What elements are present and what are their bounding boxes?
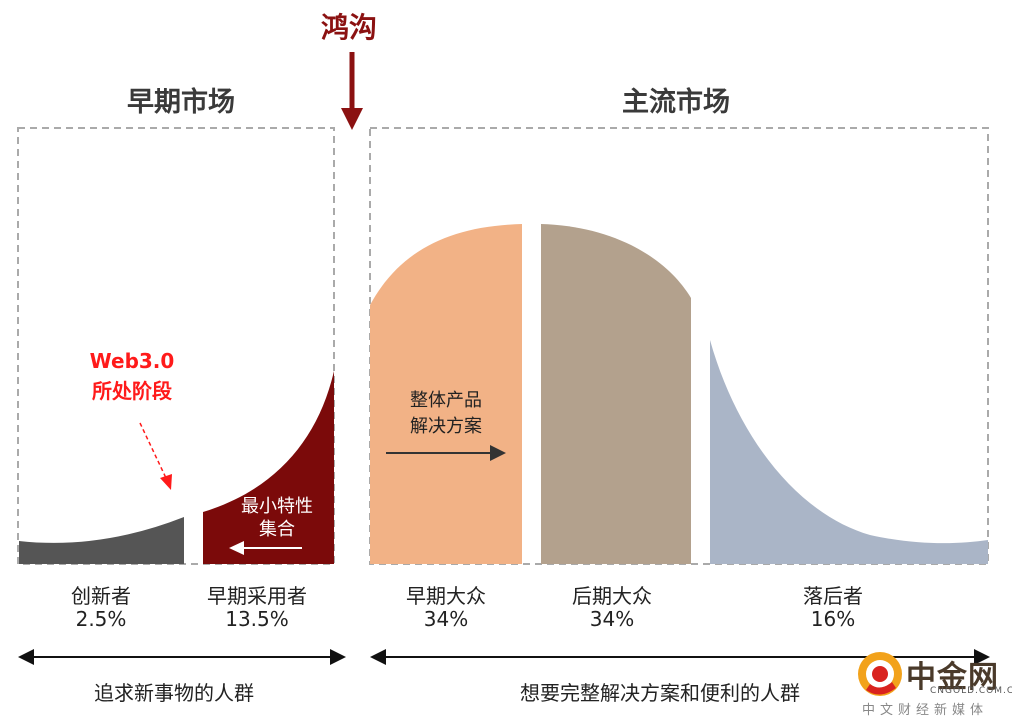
segment-name-innovators: 创新者 bbox=[71, 584, 131, 608]
segment-percent-innovators: 2.5% bbox=[75, 607, 127, 631]
logo-name: 中金网 bbox=[906, 660, 999, 695]
left-range-head-right bbox=[330, 649, 346, 665]
whole-product-line2: 解决方案 bbox=[410, 416, 482, 437]
early-majority-area bbox=[370, 224, 522, 564]
segment-percent-early-adopters: 13.5% bbox=[225, 607, 289, 631]
segment-percent-early-majority: 34% bbox=[423, 607, 469, 631]
logo-domain: CNGOLD.COM.CN bbox=[930, 686, 1012, 696]
segment-percent-laggards: 16% bbox=[810, 607, 856, 631]
logo-tagline: 中文财经新媒体 bbox=[862, 703, 989, 718]
segment-percent-late-majority: 34% bbox=[589, 607, 635, 631]
web3-label: Web3.0 bbox=[89, 349, 175, 373]
web3-pointer-head bbox=[160, 474, 172, 490]
right-range-head-left bbox=[370, 649, 386, 665]
right-range-head-right bbox=[974, 649, 990, 665]
web3-stage-annotation: Web3.0 所处阶段 bbox=[90, 346, 175, 406]
whole-product-arrow-head bbox=[490, 445, 506, 461]
whole-product-line1: 整体产品 bbox=[410, 390, 482, 411]
laggards-area bbox=[710, 340, 988, 564]
late-majority-area bbox=[541, 224, 691, 564]
chasm-label: 鸿沟 bbox=[320, 11, 378, 44]
innovators-area bbox=[19, 517, 184, 564]
bottom-label-early: 追求新事物的人群 bbox=[94, 681, 254, 705]
web3-pointer-line bbox=[139, 422, 167, 479]
cngold-logo-icon bbox=[858, 652, 902, 696]
early-adopters-area bbox=[203, 371, 334, 564]
segment-name-early-majority: 早期大众 bbox=[406, 584, 486, 608]
mfs-line2: 集合 bbox=[259, 519, 295, 540]
bottom-label-mainstream: 想要完整解决方案和便利的人群 bbox=[520, 681, 800, 705]
mfs-arrow-head bbox=[229, 541, 244, 555]
segment-name-early-adopters: 早期采用者 bbox=[207, 584, 307, 608]
early-market-box bbox=[17, 127, 335, 565]
early-market-title: 早期市场 bbox=[127, 87, 235, 118]
segment-name-late-majority: 后期大众 bbox=[572, 584, 652, 608]
minimum-feature-set-label: 最小特性 集合 bbox=[241, 495, 313, 541]
segment-name-laggards: 落后者 bbox=[803, 584, 863, 608]
chasm-arrow-head bbox=[341, 108, 363, 130]
web3-stage-label: 所处阶段 bbox=[91, 379, 172, 403]
mainstream-market-title: 主流市场 bbox=[622, 87, 730, 118]
mfs-line1: 最小特性 bbox=[241, 496, 313, 517]
whole-product-label: 整体产品 解决方案 bbox=[410, 388, 482, 440]
left-range-head-left bbox=[18, 649, 34, 665]
